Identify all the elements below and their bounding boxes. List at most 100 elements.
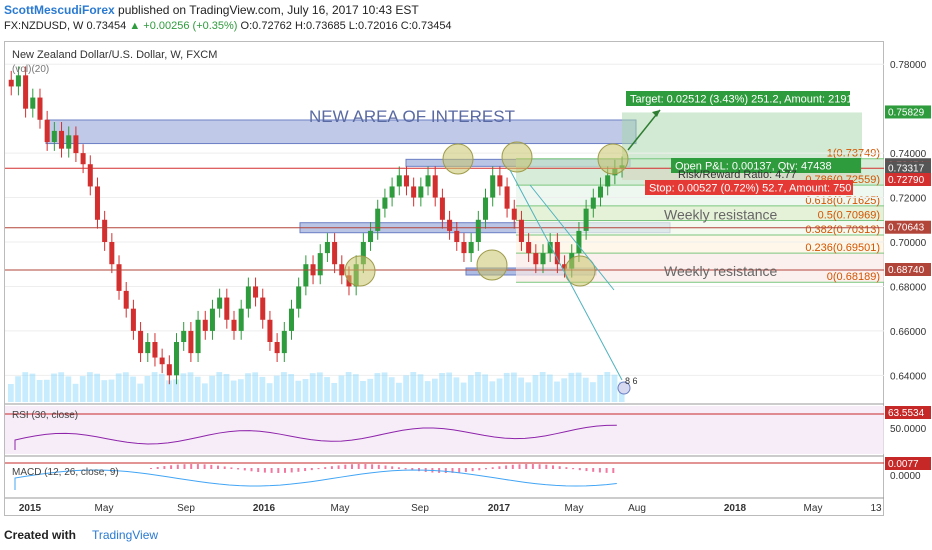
macd-hist-bar [612, 468, 615, 473]
macd-hist-bar [572, 468, 575, 470]
candle-body [181, 330, 187, 342]
candle-body [130, 308, 136, 331]
tradingview-logo-text[interactable]: TradingView [92, 528, 159, 542]
price-tag-bg [885, 220, 931, 234]
macd-tag: 0.0077 [888, 459, 919, 470]
author-link[interactable]: ScottMescudiForex [4, 3, 115, 17]
volume-bar [22, 372, 29, 402]
volume-bar [388, 377, 395, 402]
volume-bar [130, 376, 136, 402]
time-tick: Sep [177, 503, 195, 514]
target-label-bg [626, 91, 850, 106]
time-tick: May [331, 503, 350, 514]
candle-body [138, 330, 144, 354]
volume-bar [381, 372, 388, 402]
macd-hist-bar [377, 464, 380, 469]
volume-bar [489, 381, 496, 402]
candle-body [281, 330, 287, 354]
fib-label: 0.236(0.69501) [805, 242, 880, 254]
macd-hist-bar [558, 466, 561, 469]
volume-bar [503, 372, 510, 402]
candle-body [109, 242, 115, 265]
candle-body [303, 264, 309, 287]
candle-body [152, 342, 158, 358]
volume-bar [554, 381, 560, 402]
volume-bar [403, 375, 409, 402]
macd-hist-bar [518, 464, 521, 469]
volume-bar [561, 378, 568, 402]
flag-icon [617, 381, 631, 395]
candle-body [296, 286, 302, 309]
candle-body [540, 253, 546, 265]
candle-body [159, 357, 165, 365]
candle-body [576, 230, 582, 254]
volume-bar [424, 381, 431, 402]
price-tag: 0.68740 [888, 265, 925, 276]
time-tick: Aug [628, 503, 646, 514]
price-tick: 0.72000 [890, 194, 927, 205]
fib-label: 0.5(0.70969) [818, 209, 880, 221]
candle-body [238, 308, 244, 331]
candle-body [188, 330, 194, 354]
price-tick: 0.66000 [890, 327, 927, 338]
symbol-label: FX:NZDUSD, W [4, 20, 84, 32]
macd-hist-bar [196, 464, 199, 469]
macd-hist-bar [391, 466, 394, 469]
macd-hist-bar [190, 464, 193, 469]
published-text: published on TradingView.com, July 16, 2… [114, 3, 419, 17]
time-tick: 2015 [19, 503, 42, 514]
volume-bar [252, 372, 259, 402]
volume-bar [288, 374, 295, 402]
overlays-layer: Weekly resistance Weekly resistance Target… [5, 49, 884, 395]
price-tag: 0.70643 [888, 223, 925, 234]
candle-body [382, 197, 388, 209]
candle-body [418, 186, 424, 198]
volume-bar [597, 374, 604, 402]
volume-bar [187, 372, 194, 402]
last-price: 0.73454 [86, 20, 127, 32]
macd-hist-bar [404, 468, 407, 470]
fib-label: 0(0.68189) [827, 271, 880, 283]
macd-tick: 0.0000 [890, 471, 921, 482]
candle-body [475, 219, 481, 242]
volume-bar [590, 382, 596, 402]
time-tick: Sep [411, 503, 429, 514]
fib-label: 0.618(0.71625) [805, 195, 880, 207]
volume-bar [108, 379, 115, 402]
candle-body [87, 164, 93, 187]
candle-body [30, 97, 36, 109]
volume-bar [137, 383, 144, 402]
volume-bar [15, 376, 21, 402]
macd-line [14, 469, 617, 490]
volume-bar [302, 379, 309, 402]
candle-body [253, 286, 259, 298]
price-tick: 0.74000 [890, 149, 927, 160]
candle-body [202, 319, 208, 331]
highlight-circle [476, 249, 508, 281]
volume-bar [230, 380, 237, 402]
candle-body [425, 175, 431, 187]
volume-bar [101, 380, 108, 402]
candle-body [324, 242, 330, 254]
zones-layer: NEW AREA OF INTEREST1(0.73749)0.786(0.72… [45, 107, 884, 283]
macd-hist-bar [257, 468, 260, 473]
fib-band [516, 205, 884, 221]
candle-body [274, 342, 280, 354]
macd-hist-bar [176, 464, 179, 469]
volume-bar [539, 372, 546, 402]
macd-hist-bar [344, 464, 347, 469]
risk-reward-label: Risk/Reward Ratio: 4.77 [678, 169, 797, 181]
price-tag-bg [885, 161, 931, 175]
price-tag-bg [885, 173, 931, 186]
candle-body [94, 186, 100, 220]
time-tick: May [804, 503, 823, 514]
candle-body [554, 242, 560, 265]
macd-hist-bar [163, 466, 166, 469]
candle-body [360, 242, 366, 265]
macd-hist-bar [310, 468, 313, 471]
macd-hist-bar [210, 464, 213, 469]
volume-bar [87, 372, 93, 402]
price-change: ▲ +0.00256 (+0.35%) [129, 20, 238, 32]
